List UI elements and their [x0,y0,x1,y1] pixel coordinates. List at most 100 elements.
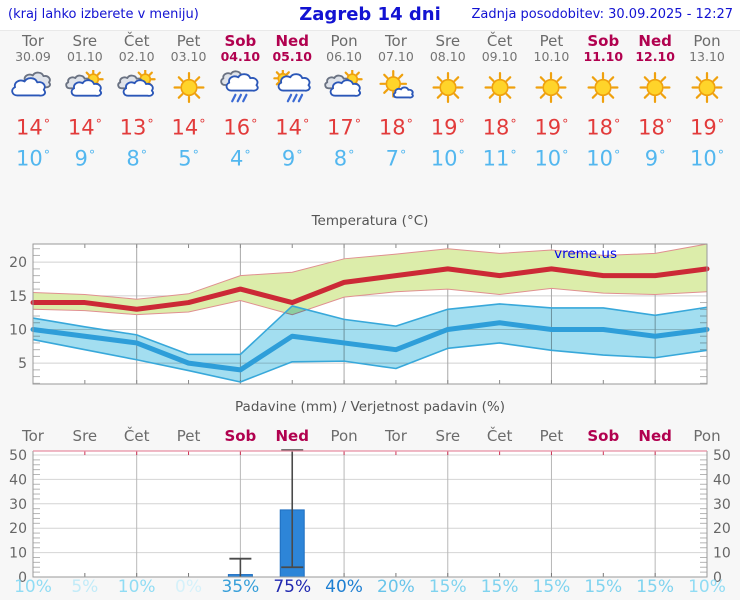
precip-day-label: Tor [22,427,44,445]
day-column-pon-13.10[interactable]: Pon 13.10 19° 10° [681,33,733,171]
day-column-sre-08.10[interactable]: Sre 08.10 19° 10° [422,33,474,171]
min-temp: 9° [74,146,96,171]
day-date: 08.10 [429,49,466,64]
precip-probability: 15% [480,577,519,597]
svg-text:20: 20 [713,521,731,537]
svg-text:30: 30 [713,497,731,513]
day-name: Čet [123,32,150,50]
max-temp: 14° [275,115,310,140]
precip-probability: 0% [175,577,203,597]
precip-day-label: Čet [123,427,150,445]
precip-probability: 10% [117,577,156,597]
day-date: 12.10 [635,49,675,64]
day-name: Ned [275,32,309,50]
max-temp: 19° [689,115,725,140]
sunny-icon [577,70,629,108]
day-name: Pet [539,32,564,50]
day-date: 03.10 [170,49,207,64]
day-column-čet-02.10[interactable]: Čet 02.10 13° 8° [111,33,163,171]
precip-probability: 15% [636,577,675,597]
max-temp: 18° [586,115,621,140]
precip-day-label: Sob [224,427,257,445]
precip-probability: 10% [14,577,52,597]
day-name: Pon [693,32,721,50]
page-header: (kraj lahko izberete v meniju) Zagreb 14… [0,0,740,31]
temperature-chart: 5 10 15 20 vreme.us [9,243,710,385]
precip-day-label: Sob [587,427,620,445]
svg-text:10: 10 [9,322,27,338]
precip-probability: 40% [325,577,363,597]
min-temp: 8° [126,146,148,171]
max-temp: 14° [67,115,102,140]
menu-hint: (kraj lahko izberete v meniju) [8,7,199,22]
day-column-sob-11.10[interactable]: Sob 11.10 18° 10° [577,33,629,171]
precip-probability: 20% [377,577,415,597]
svg-text:20: 20 [9,521,27,537]
sunny-icon [422,70,474,108]
max-temp: 18° [378,115,413,140]
rain-icon [214,70,266,108]
precip-probability: 15% [584,577,623,597]
day-name: Sre [435,32,461,50]
svg-text:10: 10 [713,546,731,562]
precip-day-label: Tor [384,427,407,445]
day-name: Ned [638,32,672,50]
sunny-icon [629,70,681,108]
sun-rain-icon [266,68,318,108]
day-column-tor-07.10[interactable]: Tor 07.10 18° 7° [370,33,422,171]
day-column-pet-10.10[interactable]: Pet 10.10 19° 10° [525,33,577,171]
max-temp: 18° [482,115,517,140]
day-column-sob-04.10[interactable]: Sob 04.10 16° 4° [214,33,266,171]
day-date: 04.10 [220,49,261,64]
precip-probability: 15% [428,577,467,597]
max-temp: 19° [430,115,465,140]
svg-text:0: 0 [18,570,27,586]
day-date: 13.10 [689,49,725,64]
partly-cloudy-icon [111,68,163,108]
precip-day-label: Pet [539,427,564,445]
day-name: Sob [587,32,620,50]
precip-day-label: Pet [176,427,201,445]
max-temp: 13° [119,115,154,140]
precip-day-label: Pon [693,427,721,445]
min-temp: 11° [482,146,517,171]
min-temp: 10° [15,146,51,171]
last-update: Zadnja posodobitev: 30.09.2025 - 12:27 [471,7,733,22]
day-date: 10.10 [533,49,570,64]
precip-day-label: Sre [435,427,461,445]
day-name: Pon [330,32,358,50]
max-temp: 18° [638,115,673,140]
min-temp: 10° [586,146,621,171]
precip-probability: 35% [221,577,260,597]
max-temp: 16° [223,115,258,140]
min-temp: 10° [689,146,725,171]
day-column-pon-06.10[interactable]: Pon 06.10 17° 8° [318,33,370,171]
sunny-icon [474,70,526,108]
min-temp: 10° [534,146,569,171]
day-column-tor-30.09[interactable]: Tor 30.09 14° 10° [7,33,59,171]
day-column-pet-03.10[interactable]: Pet 03.10 14° 5° [163,33,215,171]
day-name: Sre [72,32,98,50]
sunny-icon [681,70,733,108]
svg-text:0: 0 [713,570,722,586]
day-name: Sob [224,32,257,50]
max-temp: 19° [534,115,569,140]
day-date: 05.10 [272,49,312,64]
day-column-sre-01.10[interactable]: Sre 01.10 14° 9° [59,33,111,171]
svg-text:20: 20 [9,255,27,271]
day-column-ned-05.10[interactable]: Ned 05.10 14° 9° [266,33,318,171]
svg-text:40: 40 [9,472,27,488]
precip-probability: 15% [532,577,571,597]
min-temp: 9° [644,146,666,171]
precip-day-label: Pon [330,427,358,445]
day-date: 01.10 [66,49,103,64]
day-column-ned-12.10[interactable]: Ned 12.10 18° 9° [629,33,681,171]
day-name: Tor [22,32,44,50]
day-date: 11.10 [583,49,624,64]
vreme-watermark[interactable]: vreme.us [554,246,617,262]
sunny-icon [525,70,577,108]
precipitation-chart-title: Padavine (mm) / Verjetnost padavin (%) [235,399,505,415]
precip-probability: 5% [71,577,99,597]
day-column-čet-09.10[interactable]: Čet 09.10 18° 11° [474,33,526,171]
